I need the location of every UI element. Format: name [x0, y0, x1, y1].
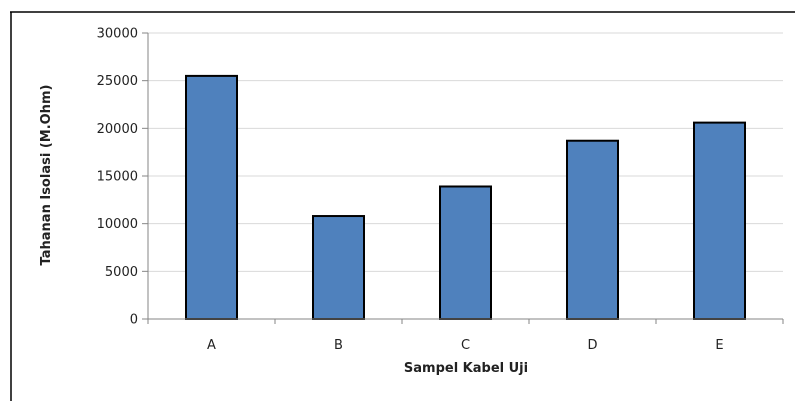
y-tick-labels: 0 5000 10000 15000 20000 25000 30000: [97, 27, 138, 328]
bar-B: [312, 215, 365, 320]
y-tick-label: 20000: [97, 122, 138, 137]
bar-E: [693, 121, 746, 321]
x-tick-label: D: [587, 338, 597, 353]
y-tick-label: 10000: [97, 217, 138, 232]
bar-A: [185, 74, 238, 321]
x-tick-label: C: [461, 338, 470, 353]
y-axis-title: Tahanan Isolasi (M.Ohm): [39, 85, 54, 266]
y-tick-label: 0: [130, 313, 138, 328]
x-axis-title: Sampel Kabel Uji: [404, 361, 528, 376]
x-tick-label: B: [334, 338, 343, 353]
x-tick-label: A: [207, 338, 216, 353]
x-tick-label: E: [715, 338, 723, 353]
x-tick-labels: A B C D E: [207, 338, 724, 353]
y-tick-label: 5000: [105, 265, 138, 280]
y-tick-label: 30000: [97, 27, 138, 42]
axes: [142, 32, 784, 324]
bar-D: [566, 139, 619, 320]
bars: [185, 74, 746, 321]
bar-C: [439, 185, 492, 320]
y-tick-label: 25000: [97, 74, 138, 89]
y-tick-label: 15000: [97, 170, 138, 185]
